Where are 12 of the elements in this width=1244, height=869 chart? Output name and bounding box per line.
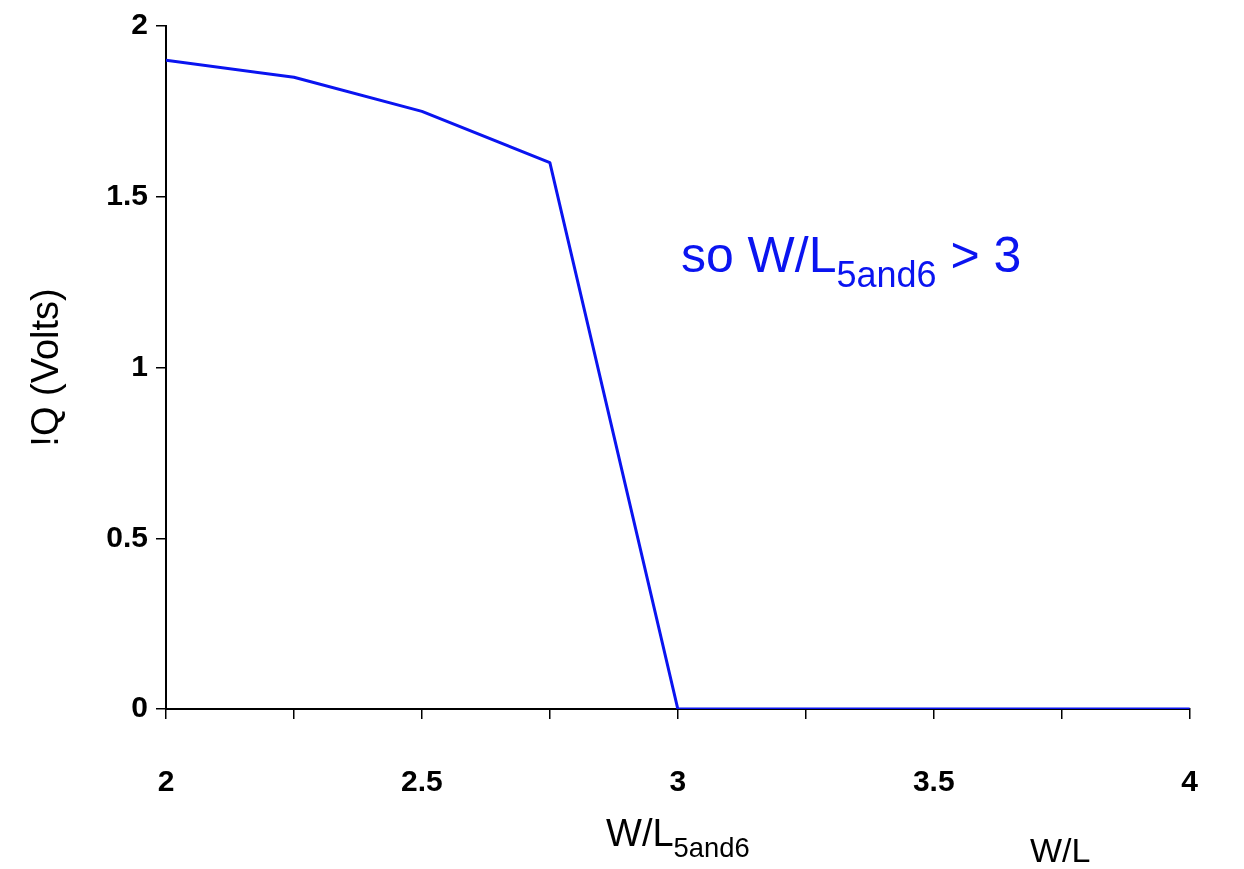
x-tick-label: 3.5 (912, 764, 955, 798)
y-tick-label: 0 (131, 690, 148, 724)
y-tick-label: 1.5 (106, 178, 148, 212)
x-tick-label: 2 (157, 764, 175, 798)
x-tick-label: 2.5 (401, 764, 443, 798)
x-tick-label: 3 (669, 764, 687, 798)
y-tick-label: 0.5 (106, 519, 148, 553)
text: W/L (1030, 831, 1091, 869)
x-tick-label: 4 (1181, 764, 1199, 798)
y-tick-label: 2 (131, 7, 148, 41)
y-axis-title: !Q (Volts) (24, 288, 66, 447)
y-tick-label: 1 (131, 348, 148, 382)
